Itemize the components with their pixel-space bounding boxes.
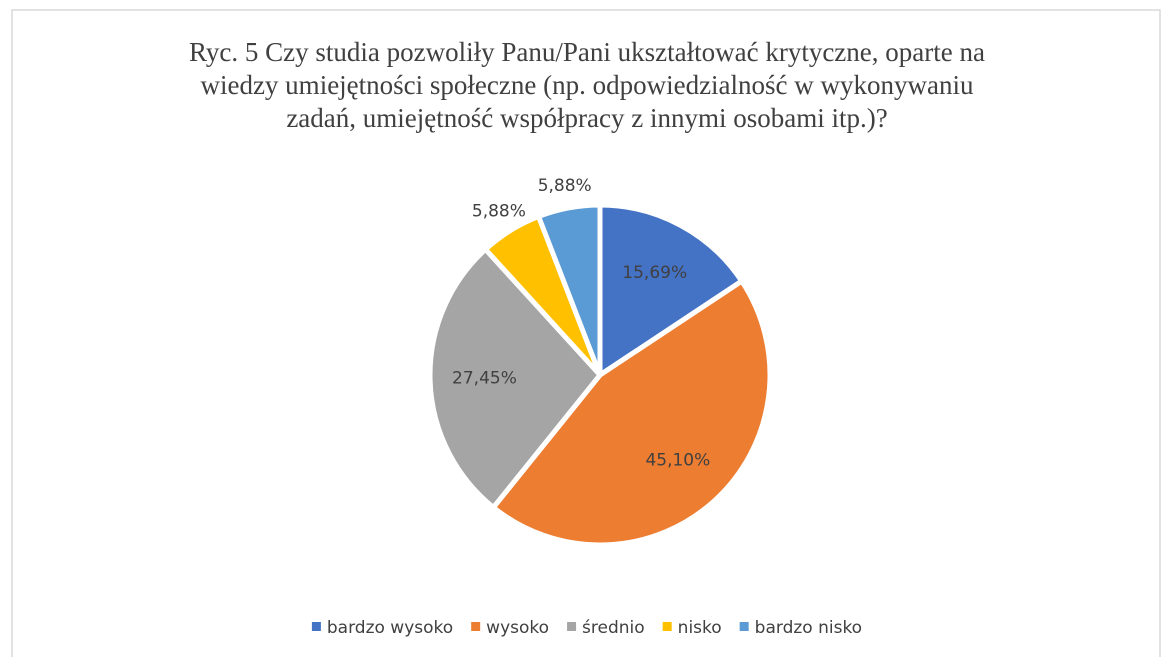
data-label: 45,10% bbox=[645, 450, 710, 470]
pie-slice bbox=[427, 245, 604, 511]
legend-label: bardzo wysoko bbox=[327, 618, 453, 638]
data-label: 27,45% bbox=[452, 369, 517, 389]
data-label: 15,69% bbox=[622, 263, 687, 283]
chart-title: Ryc. 5 Czy studia pozwoliły Panu/Pani uk… bbox=[189, 37, 985, 133]
legend-swatch bbox=[662, 622, 672, 631]
legend-label: wysoko bbox=[486, 618, 549, 638]
pie-slice bbox=[489, 277, 773, 548]
pie-slice bbox=[535, 202, 603, 376]
legend-swatch bbox=[471, 622, 481, 631]
legend-label: nisko bbox=[678, 618, 722, 638]
legend-swatch bbox=[567, 622, 577, 631]
chart-border bbox=[11, 9, 1161, 657]
legend-label: średnio bbox=[582, 618, 645, 638]
legend-swatch bbox=[739, 622, 749, 631]
data-label: 5,88% bbox=[538, 176, 592, 196]
legend-swatch bbox=[311, 622, 321, 631]
legend-label: bardzo nisko bbox=[755, 618, 862, 638]
pie-slice bbox=[597, 202, 746, 380]
data-label: 5,88% bbox=[472, 202, 526, 222]
